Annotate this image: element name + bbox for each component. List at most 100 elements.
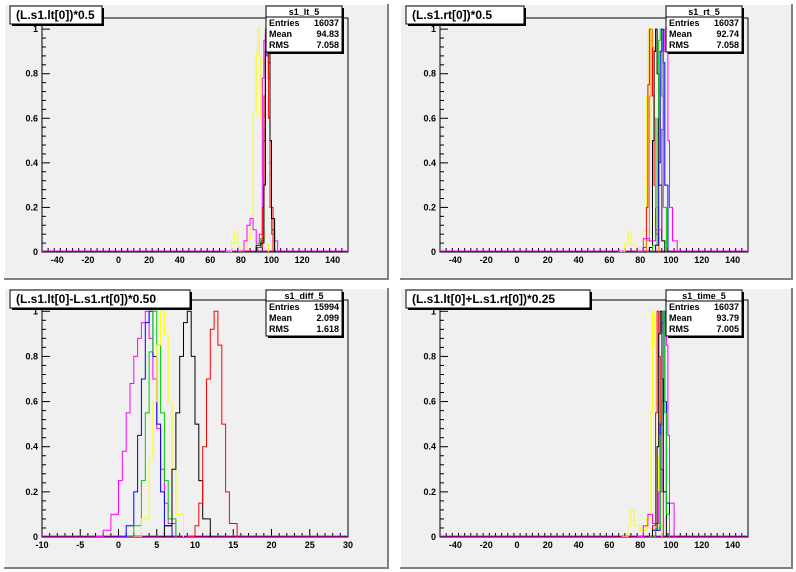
x-tick-label: 100	[663, 255, 678, 265]
series-line-2	[118, 310, 173, 537]
x-tick-label: 30	[343, 540, 353, 550]
y-tick-label: 0.8	[423, 351, 436, 361]
x-tick-label: -20	[480, 255, 493, 265]
panel-2: -40 -20 0 20 40 60 80 100 120 140 0 0.2 0.4 0.6 0.8 1 (L…	[399, 3, 793, 280]
x-tick-label: 10	[190, 540, 200, 550]
series-line-4	[646, 310, 667, 537]
stats-name: s1_time_5	[682, 291, 726, 301]
stats-box	[665, 5, 743, 53]
stats-shadow	[668, 52, 744, 54]
panel-bevel-light	[399, 287, 792, 568]
stats-name: s1_lt_5	[289, 7, 320, 17]
stats-value: 7.058	[316, 40, 339, 50]
title-shadow	[408, 24, 526, 26]
title-shadow	[12, 308, 192, 310]
x-tick-label: 100	[663, 540, 678, 550]
stats-shadow	[268, 52, 344, 54]
y-tick-label: 0.2	[423, 487, 436, 497]
stats-name: s1_rt_5	[688, 7, 720, 17]
x-tick-label: -5	[76, 540, 84, 550]
y-tick-label: 0.4	[25, 158, 38, 168]
panel-4: -40 -20 0 20 40 60 80 100 120 140 0 0.2 0.4 0.6 0.8 1(L…	[399, 287, 793, 569]
x-tick-label: 140	[725, 540, 740, 550]
y-tick-label: 0.8	[25, 351, 38, 361]
stats-shadow	[342, 8, 344, 54]
x-tick-label: -40	[449, 255, 462, 265]
y-tick-label: 0.6	[25, 113, 38, 123]
stats-shadow	[668, 336, 744, 338]
x-tick-label: 40	[574, 540, 584, 550]
chart-title: (L.s1.rt[0])*0.5	[412, 8, 492, 22]
x-tick-label: 120	[694, 255, 709, 265]
x-tick-label: 20	[266, 540, 276, 550]
panel-bevel-light	[3, 3, 388, 279]
y-tick-label: 1	[33, 306, 38, 316]
plot-frame	[439, 299, 749, 538]
stats-label: Entries	[269, 18, 300, 28]
stats-value: 16037	[714, 18, 739, 28]
series-line-3	[126, 310, 177, 537]
y-tick-label: 0.6	[423, 397, 436, 407]
panel-bevel-dark	[400, 4, 793, 280]
x-tick-label: -10	[35, 540, 48, 550]
x-tick-label: -20	[81, 255, 94, 265]
stats-box	[665, 289, 743, 337]
stats-value: 93.79	[716, 313, 739, 323]
plot-frame	[41, 17, 349, 253]
stats-value: 15994	[314, 302, 339, 312]
x-tick-label: 80	[635, 540, 645, 550]
x-tick-label: 25	[305, 540, 315, 550]
x-tick-label: 20	[543, 540, 553, 550]
stats-value: 92.74	[716, 29, 739, 39]
series-line-3	[640, 28, 660, 252]
chart-title: (L.s1.lt[0]-L.s1.rt[0])*0.50	[16, 292, 156, 306]
y-tick-label: 0.4	[25, 442, 38, 452]
y-tick-label: 1	[33, 24, 38, 34]
title-shadow	[524, 8, 526, 26]
stats-shadow	[342, 292, 344, 338]
y-tick-label: 1	[431, 24, 436, 34]
panel-bevel-dark	[4, 288, 389, 569]
chart-title: (L.s1.lt[0]+L.s1.rt[0])*0.25	[412, 292, 555, 306]
y-tick-label: 0.6	[423, 113, 436, 123]
x-tick-label: 80	[236, 255, 246, 265]
y-tick-label: 0	[33, 532, 38, 542]
stats-value: 2.099	[316, 313, 339, 323]
stats-label: Mean	[669, 29, 692, 39]
y-tick-label: 0	[431, 247, 436, 257]
stats-value: 7.005	[716, 324, 739, 334]
panel-bevel-dark	[4, 4, 389, 280]
y-tick-label: 0.2	[25, 202, 38, 212]
x-tick-label: -40	[449, 540, 462, 550]
stats-label: RMS	[269, 324, 289, 334]
panel-3: -10 -5 0 5 10 15 20 25 30 0 0.2 0.4 0.6 0.8 1(L.s1.lt[…	[3, 287, 389, 569]
series-line-5	[646, 28, 667, 252]
x-tick-label: 80	[635, 255, 645, 265]
y-tick-label: 0.4	[423, 158, 436, 168]
stats-label: RMS	[669, 324, 689, 334]
series-line-6	[187, 310, 238, 537]
x-tick-label: 20	[144, 255, 154, 265]
x-tick-label: 5	[154, 540, 159, 550]
x-tick-label: -40	[51, 255, 64, 265]
x-tick-label: 140	[725, 255, 740, 265]
x-tick-label: 0	[116, 255, 121, 265]
y-tick-label: 0.4	[423, 442, 436, 452]
x-tick-label: 120	[295, 255, 310, 265]
x-tick-label: 0	[514, 255, 519, 265]
panel-bevel-light	[3, 287, 388, 568]
series-line-7	[637, 28, 678, 252]
x-tick-label: -20	[480, 540, 493, 550]
x-tick-label: 60	[604, 255, 614, 265]
x-tick-label: 20	[543, 255, 553, 265]
x-tick-label: 100	[264, 255, 279, 265]
x-tick-label: 0	[116, 540, 121, 550]
stats-label: Entries	[269, 302, 300, 312]
title-shadow	[590, 292, 592, 310]
title-shadow	[102, 8, 104, 26]
x-tick-label: 40	[175, 255, 185, 265]
title-shadow	[408, 308, 592, 310]
series-line-5	[156, 310, 211, 537]
x-tick-label: 140	[325, 255, 340, 265]
